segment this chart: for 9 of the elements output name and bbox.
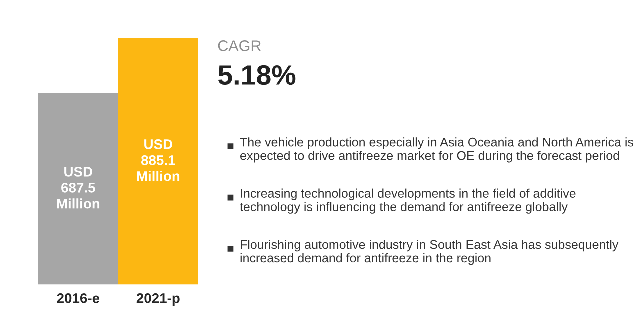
text: 5.18% bbox=[218, 65, 296, 86]
text: CAGR bbox=[218, 40, 262, 52]
x-tick-label: 2016-e bbox=[57, 294, 100, 304]
data-label: USD 687.5 Million bbox=[57, 167, 100, 209]
x-tick-label: 2021-p bbox=[136, 294, 180, 306]
text: The vehicle production especially in Asia Oceania and North America is expected to drive antifreeze market for OE during the forecast period bbox=[240, 138, 634, 163]
text: Increasing technological developments in the field of additive technology is influencing the demand for antifreeze globally bbox=[240, 188, 576, 214]
text: Flourishing automotive industry in South East Asia has subsequently increased demand for antifreeze in the region bbox=[240, 240, 619, 266]
data-label: USD 885.1 Million bbox=[137, 140, 180, 182]
